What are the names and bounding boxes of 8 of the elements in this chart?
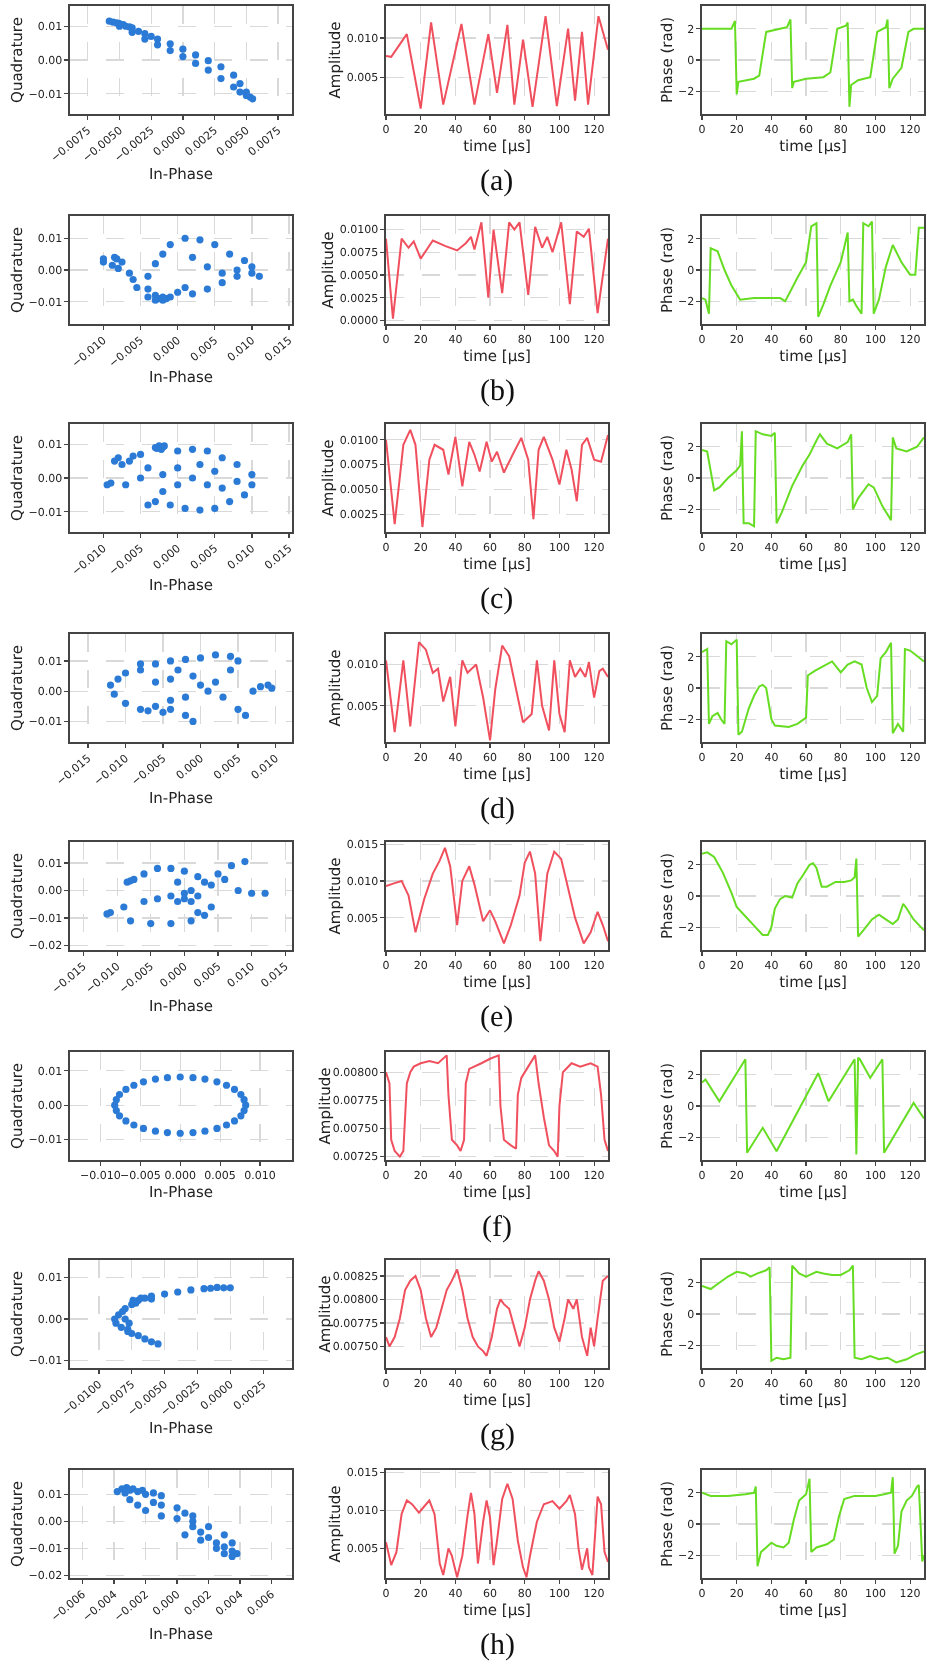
text: (b) xyxy=(480,375,515,407)
text: (c) xyxy=(480,584,514,616)
text: (h) xyxy=(480,1629,515,1661)
text: (e) xyxy=(480,1002,514,1034)
text: (f) xyxy=(482,1211,512,1243)
text: (a) xyxy=(480,166,514,198)
text: (g) xyxy=(480,1420,515,1452)
text: (d) xyxy=(480,793,515,825)
